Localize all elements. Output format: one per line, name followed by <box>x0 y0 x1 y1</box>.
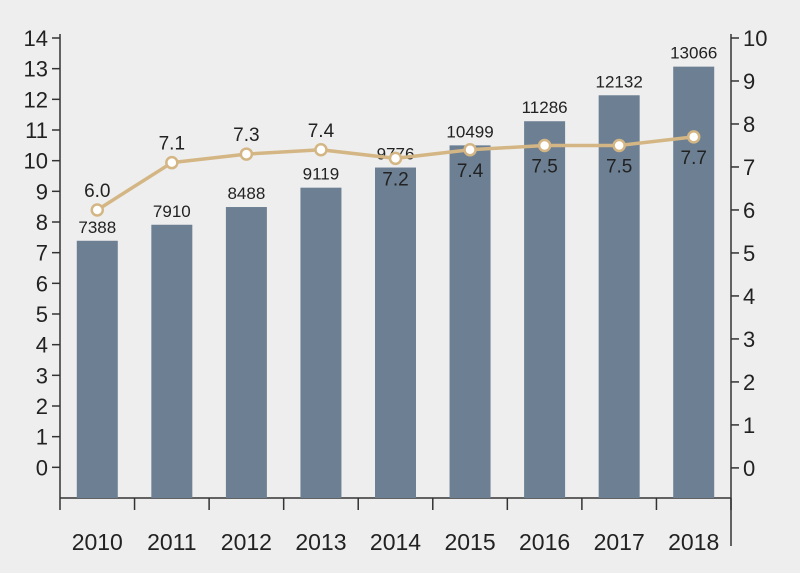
bar <box>151 224 193 498</box>
left-axis-tick-label: 1 <box>36 425 48 450</box>
line-point <box>314 143 328 157</box>
right-axis-tick-label: 2 <box>743 370 755 395</box>
bar <box>300 187 342 498</box>
left-axis-tick-label: 14 <box>24 26 48 51</box>
line-value-label: 7.7 <box>681 148 707 169</box>
bar <box>76 240 118 498</box>
left-axis-tick-label: 5 <box>36 302 48 327</box>
bars-group <box>76 66 715 498</box>
x-axis-tick-label: 2018 <box>668 529 719 555</box>
x-axis-tick-label: 2010 <box>72 529 123 555</box>
bar-value-label: 7910 <box>153 202 191 221</box>
left-axis-tick-label: 6 <box>36 271 48 296</box>
right-axis-tick-label: 6 <box>743 198 755 223</box>
left-axis-tick-label: 10 <box>24 149 48 174</box>
bar-value-label: 8488 <box>227 184 265 203</box>
right-axis-tick-label: 4 <box>743 284 755 309</box>
bar <box>598 95 640 498</box>
x-axis-tick-label: 2016 <box>519 529 570 555</box>
bar-value-label: 9119 <box>303 165 340 184</box>
line-point <box>388 151 403 166</box>
line-point <box>686 130 701 144</box>
line-point <box>612 138 626 153</box>
line-point <box>463 143 477 157</box>
bar-value-label: 11286 <box>522 98 568 117</box>
bar-value-label: 10499 <box>446 122 493 141</box>
left-axis-tick-label: 8 <box>36 210 48 235</box>
right-axis-tick-label: 9 <box>743 69 755 94</box>
left-axis-tick-label: 2 <box>36 394 48 419</box>
bar-value-label: 7388 <box>78 218 116 237</box>
left-axis-tick-label: 11 <box>25 118 48 143</box>
x-axis-tick-label: 2012 <box>221 529 272 555</box>
line-value-label: 6.0 <box>84 181 110 202</box>
left-axis-tick-label: 4 <box>36 333 48 358</box>
left-axis-tick-label: 12 <box>24 87 48 112</box>
line-value-label: 7.2 <box>382 169 408 190</box>
bar-labels-group: 7388791084889119977610499112861213213066 <box>78 44 717 237</box>
line-value-label: 7.4 <box>457 161 484 182</box>
line-point <box>165 155 179 170</box>
line-value-label: 7.5 <box>606 156 632 177</box>
x-axis-tick-label: 2015 <box>444 529 495 555</box>
right-axis-tick-label: 10 <box>743 26 767 51</box>
bar <box>449 145 491 498</box>
right-axis-tick-label: 7 <box>743 155 755 180</box>
right-axis-tick-label: 1 <box>743 413 755 438</box>
x-axis-tick-label: 2017 <box>594 529 645 555</box>
line-series-group <box>90 130 701 217</box>
left-axis-tick-label: 3 <box>36 363 48 388</box>
x-axis-tick-label: 2014 <box>370 529 421 555</box>
right-axis-tick-label: 5 <box>743 241 755 266</box>
right-axis-tick-label: 8 <box>743 112 755 137</box>
bar-value-label: 12132 <box>596 72 643 91</box>
bar <box>375 167 416 498</box>
left-axis-tick-label: 9 <box>36 179 48 204</box>
bar <box>524 121 566 498</box>
bar-value-label: 13066 <box>670 44 717 63</box>
left-axis-tick-label: 13 <box>24 57 48 82</box>
line-labels-group: 6.0 7.1 7.3 7.4 7.2 7.4 7.5 7.5 7.7 <box>84 121 707 202</box>
x-axis-tick-label: 2011 <box>147 529 196 555</box>
line-point <box>537 138 552 153</box>
line-value-label: 7.3 <box>233 125 259 146</box>
bar <box>225 207 267 498</box>
line-value-label: 7.1 <box>159 134 185 155</box>
right-axis-tick-label: 3 <box>743 327 755 352</box>
right-axis-tick-label: 0 <box>743 456 755 481</box>
x-axis-tick-label: 2013 <box>295 529 346 555</box>
left-axis-tick-label: 0 <box>36 455 48 480</box>
line-value-label: 7.5 <box>531 156 557 177</box>
left-axis-tick-label: 7 <box>36 241 48 266</box>
line-point <box>239 147 254 161</box>
line-point <box>90 203 105 217</box>
line-value-label: 7.4 <box>308 121 335 142</box>
